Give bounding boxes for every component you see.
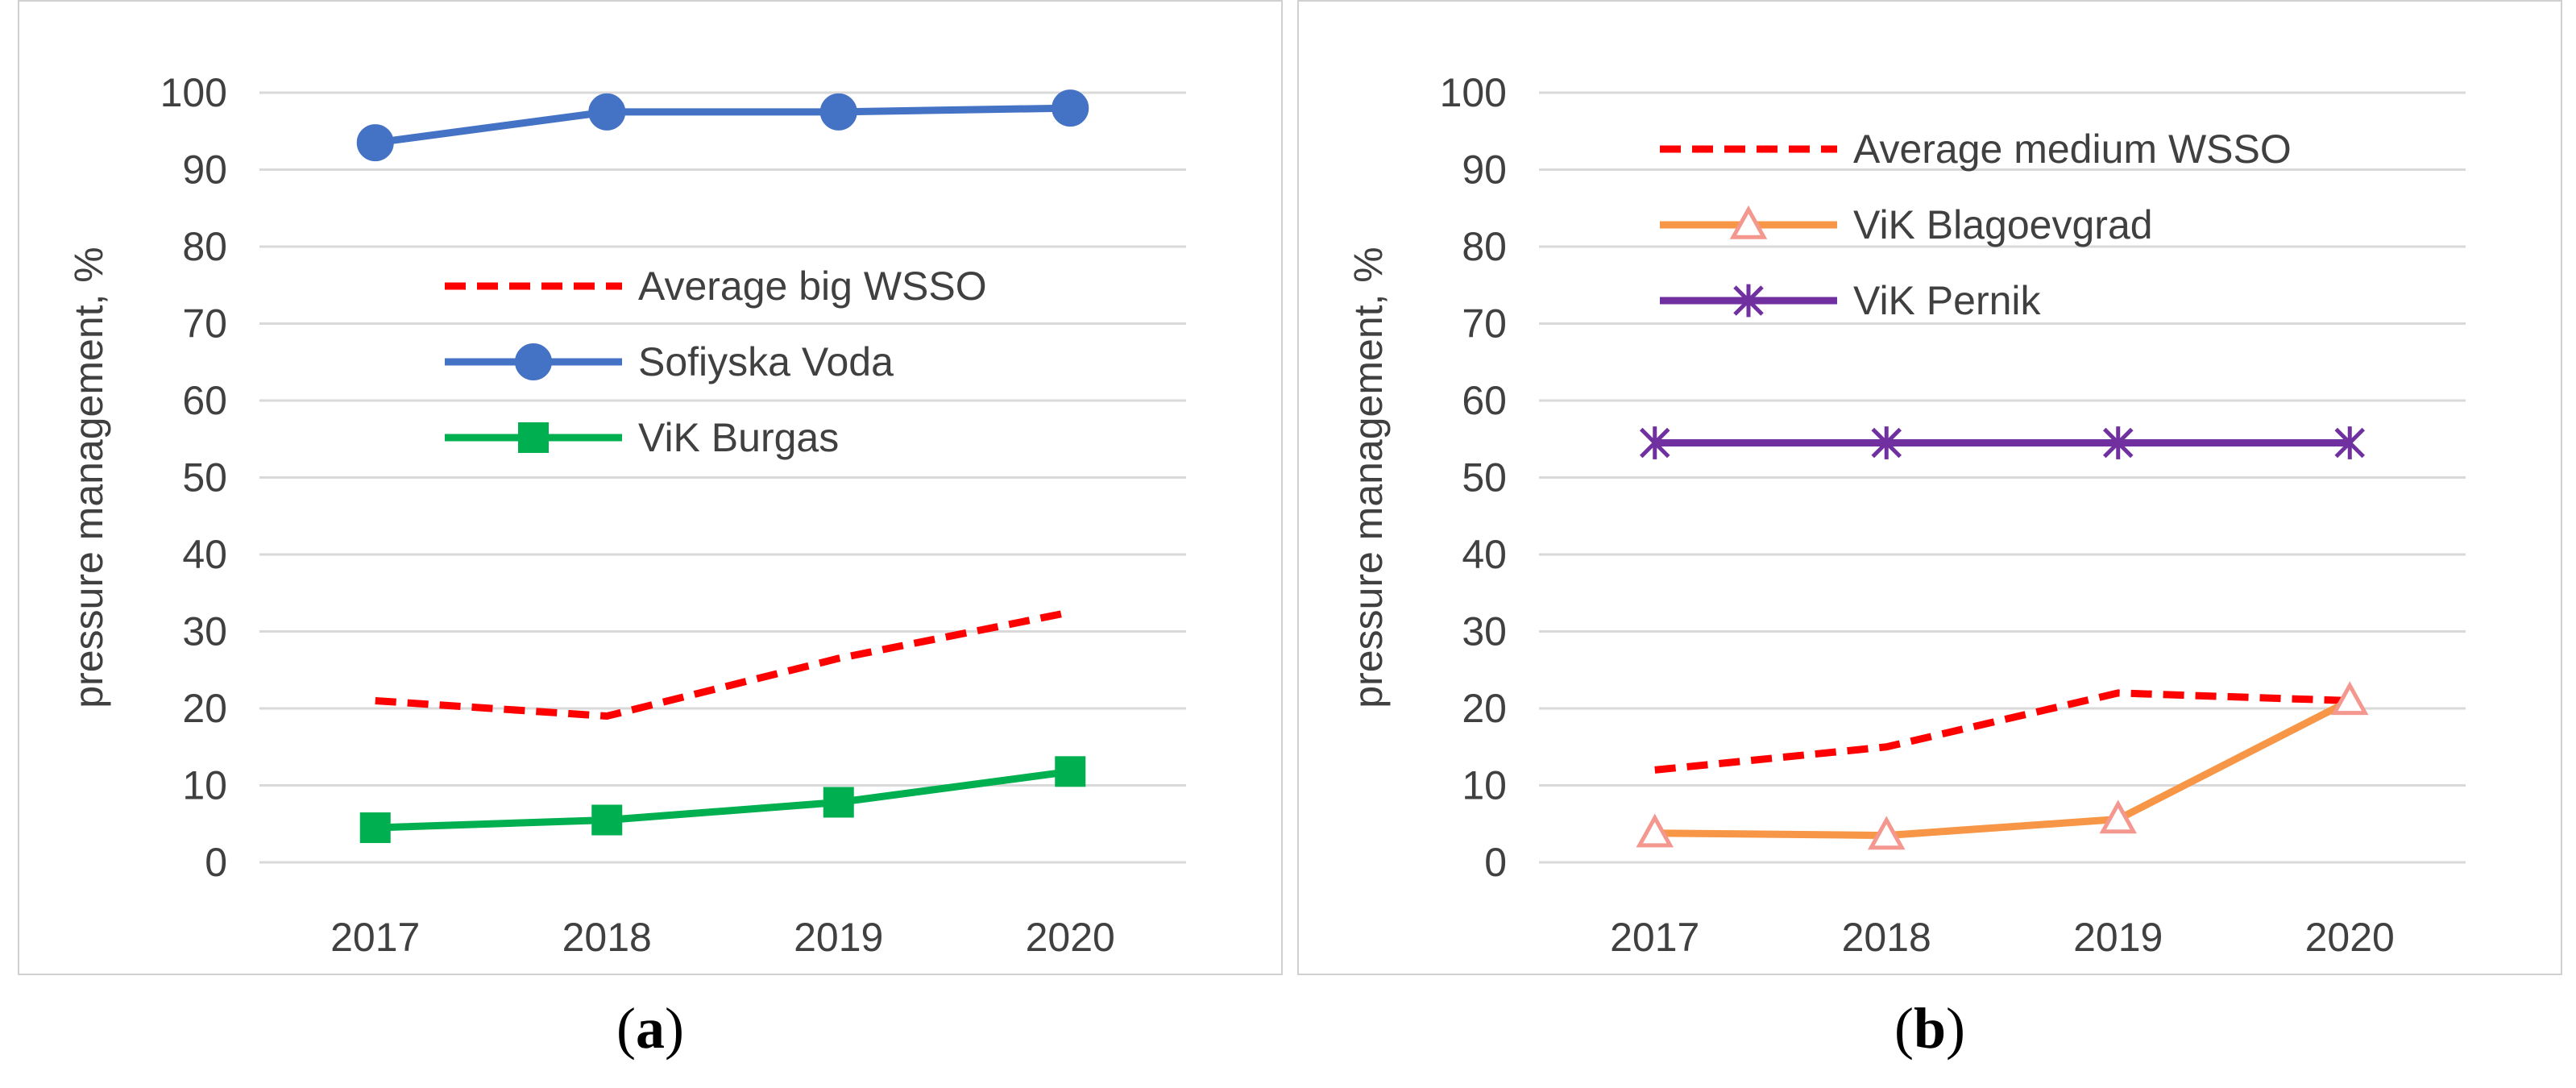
y-tick-label: 0 [205,840,227,885]
series-vik-blagoevgrad [1636,681,2369,850]
y-tick-label: 90 [182,147,227,193]
data-point [2099,799,2137,834]
legend-item: Sofiyska Voda [445,339,894,384]
data-point [1636,813,1674,848]
y-axis: 0 10 20 30 40 50 60 70 80 90 100 [160,70,227,885]
series-average-medium-wsso [1654,689,2350,774]
data-point [1868,816,1906,850]
legend-item: ViK Blagoevgrad [1660,202,2153,247]
legend-label: ViK Blagoevgrad [1853,202,2153,247]
legend-marker [1733,284,1764,318]
legend-item: ViK Burgas [445,415,839,460]
series-line-average-big-wsso [375,608,1072,720]
x-tick-label: 2018 [562,915,652,960]
y-tick-label: 20 [182,686,227,731]
y-tick-label: 50 [1462,455,1507,500]
legend-label: ViK Burgas [638,415,839,460]
data-point [356,124,394,162]
y-tick-label: 30 [182,609,227,654]
data-point [591,804,623,836]
legend-marker [518,422,549,453]
y-axis-label: pressure management, % [66,247,111,708]
chart-frame [1297,0,2562,975]
series-line-sofiyska-voda [375,104,1071,147]
legend: Average medium WSSO ViK Blagoevgrad ViK Pe… [1660,127,2292,323]
y-tick-label: 80 [182,224,227,269]
series-vik-pernik [1639,426,2366,459]
data-point [2334,426,2366,459]
y-tick-label: 40 [182,532,227,577]
y-axis: 0 10 20 30 40 50 60 70 80 90 100 [1440,70,1507,885]
legend-marker [515,343,552,380]
data-point [588,93,626,131]
x-tick-label: 2018 [1842,915,1931,960]
legend-item: Average medium WSSO [1660,127,2292,172]
chart-frame [18,0,1283,975]
y-tick-label: 90 [1462,147,1507,193]
y-axis-label: pressure management, % [1346,247,1391,708]
data-point [819,93,857,131]
legend-item: Average big WSSO [445,264,987,309]
chart-a: 0 10 20 30 40 50 60 70 80 90 100 2017 2018 2019 2020 pr… [18,0,1283,975]
y-tick-label: 50 [182,455,227,500]
y-tick-label: 10 [1462,763,1507,808]
legend: Average big WSSO Sofiyska Voda ViK Burgas [445,264,987,460]
y-tick-label: 30 [1462,609,1507,654]
y-tick-label: 0 [1484,840,1507,885]
legend-label: Sofiyska Voda [638,339,894,384]
x-axis: 2017 2018 2019 2020 [1610,915,2395,960]
data-point [2102,426,2134,459]
x-axis: 2017 2018 2019 2020 [330,915,1115,960]
series-average-big-wsso [375,608,1072,720]
y-tick-label: 60 [182,378,227,423]
y-tick-label: 20 [1462,686,1507,731]
y-tick-label: 100 [1440,70,1507,115]
x-tick-label: 2019 [2073,915,2163,960]
panel-label-a: (a) [616,996,684,1061]
x-tick-label: 2019 [794,915,883,960]
series-vik-burgas [359,756,1086,844]
gridlines [1539,91,2466,864]
data-point [823,787,854,818]
chart-panel-a: 0 10 20 30 40 50 60 70 80 90 100 2017 2018 2019 2020 pr… [18,0,1283,975]
data-point [1639,426,1670,459]
series-line-vik-burgas [375,767,1071,832]
data-point [1052,89,1089,127]
legend-label: ViK Pernik [1853,278,2042,323]
x-tick-label: 2020 [1026,915,1115,960]
y-tick-label: 70 [182,301,227,347]
y-tick-label: 10 [182,763,227,808]
series-line-vik-blagoevgrad [1654,697,2352,840]
data-point [2331,681,2369,716]
y-tick-label: 70 [1462,301,1507,347]
data-point [359,812,391,844]
gridlines [259,91,1186,864]
x-tick-label: 2020 [2305,915,2395,960]
y-tick-label: 80 [1462,224,1507,269]
x-tick-label: 2017 [1610,915,1699,960]
series-sofiyska-voda [356,89,1089,162]
data-point [1055,756,1086,787]
legend-label: Average medium WSSO [1853,127,2292,172]
legend-item: ViK Pernik [1660,278,2042,323]
y-tick-label: 100 [160,70,227,115]
legend-marker [1729,205,1768,239]
legend-label: Average big WSSO [638,264,987,309]
data-point [1871,426,1902,459]
panel-label-b: (b) [1894,996,1965,1061]
chart-b: 0 10 20 30 40 50 60 70 80 90 100 2017 2018 2019 2020 pr… [1297,0,2562,975]
y-tick-label: 60 [1462,378,1507,423]
series-line-average-medium-wsso [1654,689,2350,774]
chart-panel-b: 0 10 20 30 40 50 60 70 80 90 100 2017 2018 2019 2020 pr… [1297,0,2562,975]
x-tick-label: 2017 [330,915,420,960]
y-tick-label: 40 [1462,532,1507,577]
